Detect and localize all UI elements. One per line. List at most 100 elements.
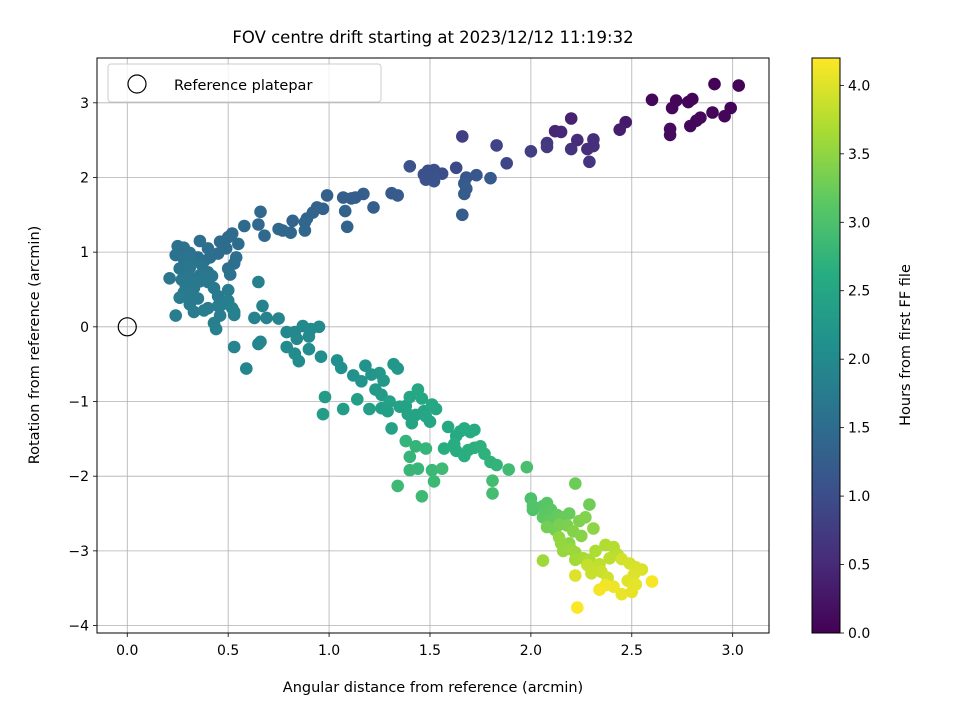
legend: Reference platepar <box>107 63 382 103</box>
y-tick-label: 3 <box>80 96 89 112</box>
data-point <box>193 234 207 248</box>
colorbar-gradient <box>811 57 841 634</box>
data-point <box>336 402 350 416</box>
data-point <box>381 404 394 418</box>
data-point <box>286 214 300 228</box>
data-point <box>490 458 503 472</box>
data-point <box>391 362 405 375</box>
data-point <box>391 189 405 202</box>
data-point <box>645 575 659 588</box>
y-tick-label: −2 <box>68 469 89 485</box>
data-point <box>571 133 584 147</box>
data-point <box>581 142 594 156</box>
data-point <box>248 311 261 325</box>
data-point <box>419 442 433 455</box>
data-point <box>391 479 405 493</box>
data-point <box>298 224 312 237</box>
data-point <box>187 305 201 319</box>
data-point <box>221 283 235 297</box>
data-point <box>456 208 469 222</box>
reference-marker <box>117 317 137 337</box>
data-point <box>564 112 578 125</box>
data-point <box>363 402 376 416</box>
legend-marker <box>127 74 147 94</box>
data-point <box>615 587 628 601</box>
data-point <box>377 374 390 387</box>
data-point <box>583 498 596 511</box>
data-point <box>536 554 550 567</box>
data-point <box>425 398 439 411</box>
data-point <box>682 95 695 109</box>
data-point <box>554 125 568 139</box>
plot-frame <box>96 57 770 634</box>
data-point <box>227 308 241 322</box>
data-point <box>314 350 328 364</box>
data-point <box>706 106 719 119</box>
colorbar-tick-label: 2.0 <box>848 352 870 368</box>
data-point <box>684 119 697 133</box>
data-point <box>694 111 707 124</box>
data-point <box>437 442 451 455</box>
x-tick-label: 2.0 <box>520 643 542 659</box>
x-tick-label: 0.5 <box>217 643 239 659</box>
data-point <box>625 585 639 599</box>
data-point <box>169 309 182 322</box>
data-point <box>359 359 372 373</box>
data-point <box>320 189 334 202</box>
colorbar-tick-label: 1.5 <box>848 421 870 437</box>
data-point <box>302 342 316 356</box>
data-point <box>240 362 253 375</box>
data-point <box>232 237 245 251</box>
data-point <box>500 157 513 170</box>
data-point <box>520 460 534 474</box>
data-point <box>223 268 237 281</box>
data-point <box>385 422 398 435</box>
x-axis-ticks: 0.0 0.5 1.0 1.5 2.0 2.5 3.0 <box>116 633 744 659</box>
x-tick-label: 3.0 <box>722 643 744 659</box>
data-point <box>258 229 271 242</box>
data-point <box>260 311 273 325</box>
data-point <box>603 552 616 565</box>
data-point <box>569 569 582 582</box>
colorbar-tick-label: 3.0 <box>848 215 870 231</box>
data-point <box>209 322 223 336</box>
data-point <box>403 390 417 404</box>
data-point <box>351 393 364 406</box>
data-point <box>425 463 439 477</box>
colorbar-tick-label: 0.0 <box>848 626 870 642</box>
data-point <box>302 330 316 343</box>
data-point <box>427 475 441 488</box>
data-point <box>173 291 186 305</box>
data-point <box>367 201 380 214</box>
data-point <box>415 490 429 503</box>
data-point <box>456 130 469 143</box>
colorbar-ticks: 0.0 0.5 1.0 1.5 2.0 2.5 3.0 3.5 4.0 <box>840 78 870 642</box>
y-tick-label: −1 <box>68 395 89 411</box>
data-point <box>593 583 606 596</box>
data-point <box>215 298 229 311</box>
data-point <box>579 511 592 524</box>
data-point <box>252 275 265 289</box>
colorbar-tick-label: 1.0 <box>848 489 870 505</box>
data-point <box>663 128 677 142</box>
data-point <box>227 340 241 354</box>
data-point <box>318 390 332 404</box>
colorbar-tick-label: 4.0 <box>848 78 870 94</box>
data-point <box>409 440 423 453</box>
data-point <box>421 168 435 182</box>
data-point <box>585 567 598 580</box>
data-point <box>665 101 679 115</box>
data-point <box>562 507 576 520</box>
data-point <box>284 226 298 239</box>
x-tick-label: 1.5 <box>419 643 441 659</box>
data-point <box>589 544 602 558</box>
colorbar-tick-label: 2.5 <box>848 284 870 300</box>
data-point <box>645 93 659 107</box>
data-point <box>415 392 429 405</box>
colorbar-tick-label: 3.5 <box>848 147 870 163</box>
legend-entry-label: Reference platepar <box>174 78 312 94</box>
data-point <box>197 304 211 317</box>
data-point <box>290 332 304 346</box>
y-tick-label: −3 <box>68 544 89 560</box>
